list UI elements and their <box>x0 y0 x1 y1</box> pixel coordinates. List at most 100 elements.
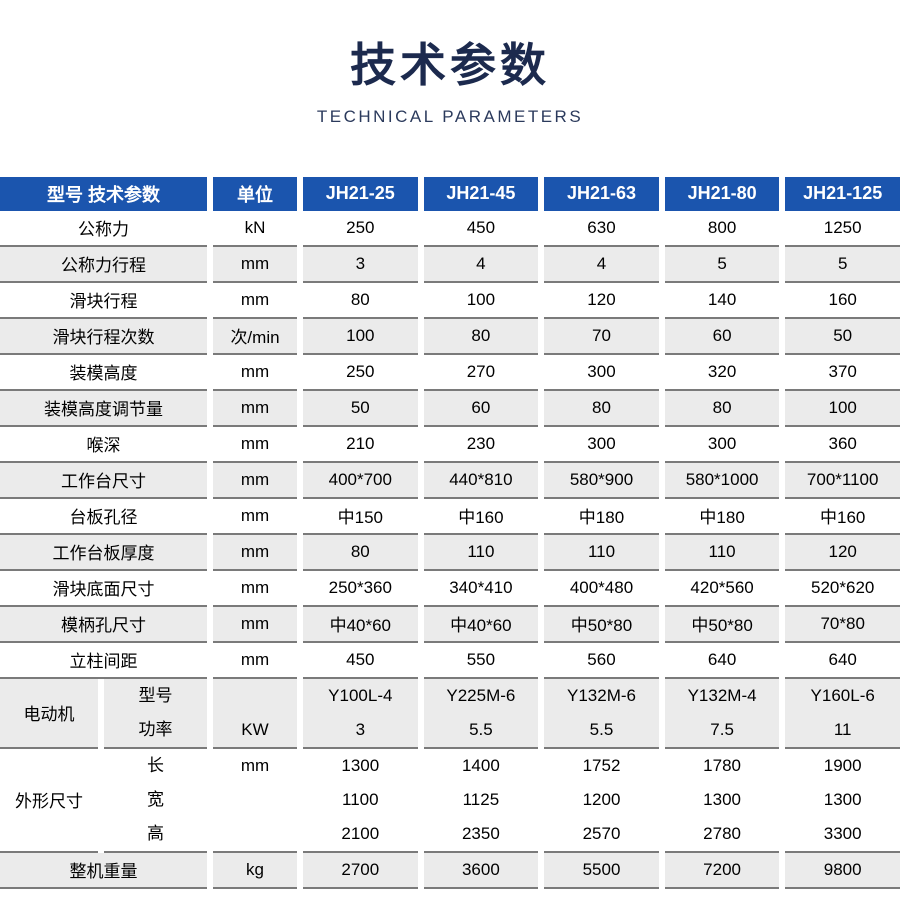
row-unit: 次/min <box>213 318 297 355</box>
row-value: 50 <box>303 390 418 427</box>
dimensions-sub-labels: 长宽高 <box>104 748 207 853</box>
page-title: 技术参数 <box>350 39 550 91</box>
motor-value: Y132M-6 <box>567 685 636 705</box>
row-value: 630 <box>544 210 659 247</box>
row-unit: kg <box>213 852 297 889</box>
row-label: 立柱间距 <box>0 642 207 679</box>
dimension-value: 1780 <box>703 755 741 775</box>
dimensions-label-group: 外形尺寸长宽高 <box>0 748 207 853</box>
header-cell-jh21-45: JH21-45 <box>423 176 539 211</box>
row-value: 400*480 <box>544 570 659 607</box>
row-value: 中40*60 <box>423 606 539 643</box>
motor-value: 5.5 <box>589 719 614 739</box>
table-row: 装模高度 mm 250 270 300 320 370 <box>0 354 900 391</box>
row-unit: mm <box>213 462 297 499</box>
row-unit: mm <box>213 606 297 643</box>
motor-unit: KW <box>213 678 297 749</box>
row-value: 4 <box>544 246 659 283</box>
row-value: 4 <box>423 246 539 283</box>
row-unit: mm <box>213 354 297 391</box>
motor-value: 11 <box>833 719 852 739</box>
row-label: 工作台尺寸 <box>0 462 207 499</box>
row-value: 640 <box>664 642 780 679</box>
row-value: 580*900 <box>544 462 659 499</box>
title-block: 技术参数 TECHNICAL PARAMETERS <box>0 0 900 127</box>
motor-value: 3 <box>355 719 366 739</box>
row-value: 360 <box>785 426 900 463</box>
motor-values: Y132M-6 5.5 <box>544 678 659 749</box>
dimension-value: 1300 <box>703 789 741 809</box>
row-unit: mm <box>213 390 297 427</box>
dimension-unit-line <box>213 783 297 817</box>
row-value: 110 <box>423 534 539 571</box>
motor-group-label: 电动机 <box>0 678 98 749</box>
row-value: 120 <box>544 282 659 319</box>
motor-sub-label: 功率 <box>138 719 173 739</box>
row-label: 整机重量 <box>0 852 207 889</box>
row-value: 60 <box>664 318 780 355</box>
dimensions-unit: mm <box>213 748 297 853</box>
row-unit: mm <box>213 534 297 571</box>
row-value: 370 <box>785 354 900 391</box>
dimension-values: 1400 1125 2350 <box>423 748 539 853</box>
table-row: 模柄孔尺寸 mm 中40*60 中40*60 中50*80 中50*80 70*80 <box>0 606 900 643</box>
row-unit: mm <box>213 570 297 607</box>
motor-values: Y225M-6 5.5 <box>423 678 539 749</box>
row-value: 80 <box>303 534 418 571</box>
dimension-value: 2100 <box>341 823 380 843</box>
row-value: 3600 <box>423 852 539 889</box>
dimension-value: 2570 <box>582 823 621 843</box>
row-unit: kN <box>213 210 297 247</box>
row-value: 中150 <box>303 498 418 535</box>
row-value: 70 <box>544 318 659 355</box>
row-unit: mm <box>213 498 297 535</box>
row-value: 中180 <box>544 498 659 535</box>
row-value: 110 <box>544 534 659 571</box>
row-value: 580*1000 <box>664 462 780 499</box>
row-unit: mm <box>213 642 297 679</box>
dimension-unit-line: mm <box>240 755 270 775</box>
row-label: 模柄孔尺寸 <box>0 606 207 643</box>
row-value: 120 <box>785 534 900 571</box>
dimension-values: 1752 1200 2570 <box>544 748 659 853</box>
row-label: 公称力行程 <box>0 246 207 283</box>
table-row: 公称力 kN 250 450 630 800 1250 <box>0 210 900 247</box>
dimension-values: 1300 1100 2100 <box>303 748 418 853</box>
dimension-value: 1752 <box>582 755 621 775</box>
dimension-unit-line <box>213 817 297 851</box>
row-label: 工作台板厚度 <box>0 534 207 571</box>
header-cell-unit: 单位 <box>213 176 297 211</box>
row-value: 5 <box>664 246 780 283</box>
row-value: 3 <box>303 246 418 283</box>
row-value: 80 <box>664 390 780 427</box>
row-label: 滑块行程次数 <box>0 318 207 355</box>
row-label: 滑块行程 <box>0 282 207 319</box>
row-value: 800 <box>664 210 780 247</box>
row-value: 60 <box>423 390 539 427</box>
table-row: 台板孔径 mm 中150 中160 中180 中180 中160 <box>0 498 900 535</box>
header-cell-jh21-63: JH21-63 <box>544 176 659 211</box>
table-row: 滑块底面尺寸 mm 250*360 340*410 400*480 420*560 520*… <box>0 570 900 607</box>
dimension-value: 2350 <box>461 823 500 843</box>
row-value: 440*810 <box>423 462 539 499</box>
row-value: 100 <box>303 318 418 355</box>
row-value: 640 <box>785 642 900 679</box>
motor-sub-label: 型号 <box>138 685 173 705</box>
row-value: 250*360 <box>303 570 418 607</box>
row-value: 560 <box>544 642 659 679</box>
motor-value: Y132M-4 <box>687 685 757 705</box>
row-value: 450 <box>303 642 418 679</box>
row-value: 2700 <box>303 852 418 889</box>
row-label: 装模高度调节量 <box>0 390 207 427</box>
row-value: 中50*80 <box>544 606 659 643</box>
parameters-table: 型号 技术参数 单位 JH21-25 JH21-45 JH21-63 JH21-… <box>0 176 900 889</box>
motor-values: Y132M-4 7.5 <box>664 678 780 749</box>
dimension-sub-label: 长 <box>147 755 164 775</box>
row-value: 250 <box>303 210 418 247</box>
motor-value: 7.5 <box>710 719 734 739</box>
table-row: 滑块行程 mm 80 100 120 140 160 <box>0 282 900 319</box>
row-label: 公称力 <box>0 210 207 247</box>
motor-label-group: 电动机 型号功率 <box>0 678 207 749</box>
row-value: 300 <box>664 426 780 463</box>
motor-values: Y160L-6 11 <box>785 678 900 749</box>
